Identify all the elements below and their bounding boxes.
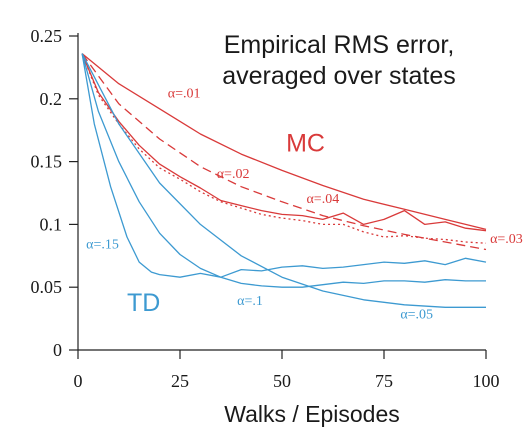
group-label-mc: MC — [286, 130, 325, 158]
series-line-td-alpha-15 — [81, 53, 487, 278]
series-layer — [81, 53, 487, 308]
series-line-mc-alpha-02 — [81, 53, 487, 251]
y-ticks: 0 0.05 0.1 0.15 0.2 0.25 — [31, 26, 78, 360]
series-label-mc-a03: α=.03 — [490, 232, 523, 247]
chart-title: Empirical RMS error, — [224, 31, 455, 59]
x-tick-label: 75 — [375, 371, 393, 391]
y-tick-label: 0.1 — [40, 214, 63, 234]
y-tick-label: 0.15 — [31, 152, 63, 172]
annotation-layer: α=.01 α=.02 α=.04 α=.03 MC α=.15 α=.1 α=.05 TD — [86, 87, 523, 323]
series-label-td-a05: α=.05 — [400, 308, 433, 323]
x-ticks: 0 25 50 75 100 — [74, 350, 500, 391]
x-tick-label: 25 — [171, 371, 189, 391]
chart-subtitle: averaged over states — [222, 62, 455, 90]
group-label-td: TD — [127, 289, 160, 317]
y-tick-label: 0 — [53, 340, 62, 360]
x-axis-label: Walks / Episodes — [224, 401, 400, 427]
series-line-td-alpha-1 — [81, 53, 486, 288]
series-label-mc-a04: α=.04 — [306, 192, 339, 207]
series-line-td-alpha-05 — [81, 53, 486, 308]
y-tick-label: 0.05 — [31, 277, 63, 297]
y-tick-label: 0.2 — [40, 89, 63, 109]
series-label-mc-a02: α=.02 — [217, 167, 250, 182]
series-label-td-a1: α=.1 — [237, 294, 263, 309]
series-line-mc-alpha-01 — [81, 53, 487, 231]
x-tick-label: 50 — [273, 371, 291, 391]
series-line-mc-alpha-04 — [81, 53, 487, 232]
series-label-mc-a01: α=.01 — [168, 87, 201, 102]
x-tick-label: 0 — [74, 371, 83, 391]
series-label-td-a15: α=.15 — [86, 237, 119, 252]
series-line-mc-alpha-03 — [81, 53, 487, 244]
x-tick-label: 100 — [473, 371, 500, 391]
y-tick-label: 0.25 — [31, 26, 63, 46]
